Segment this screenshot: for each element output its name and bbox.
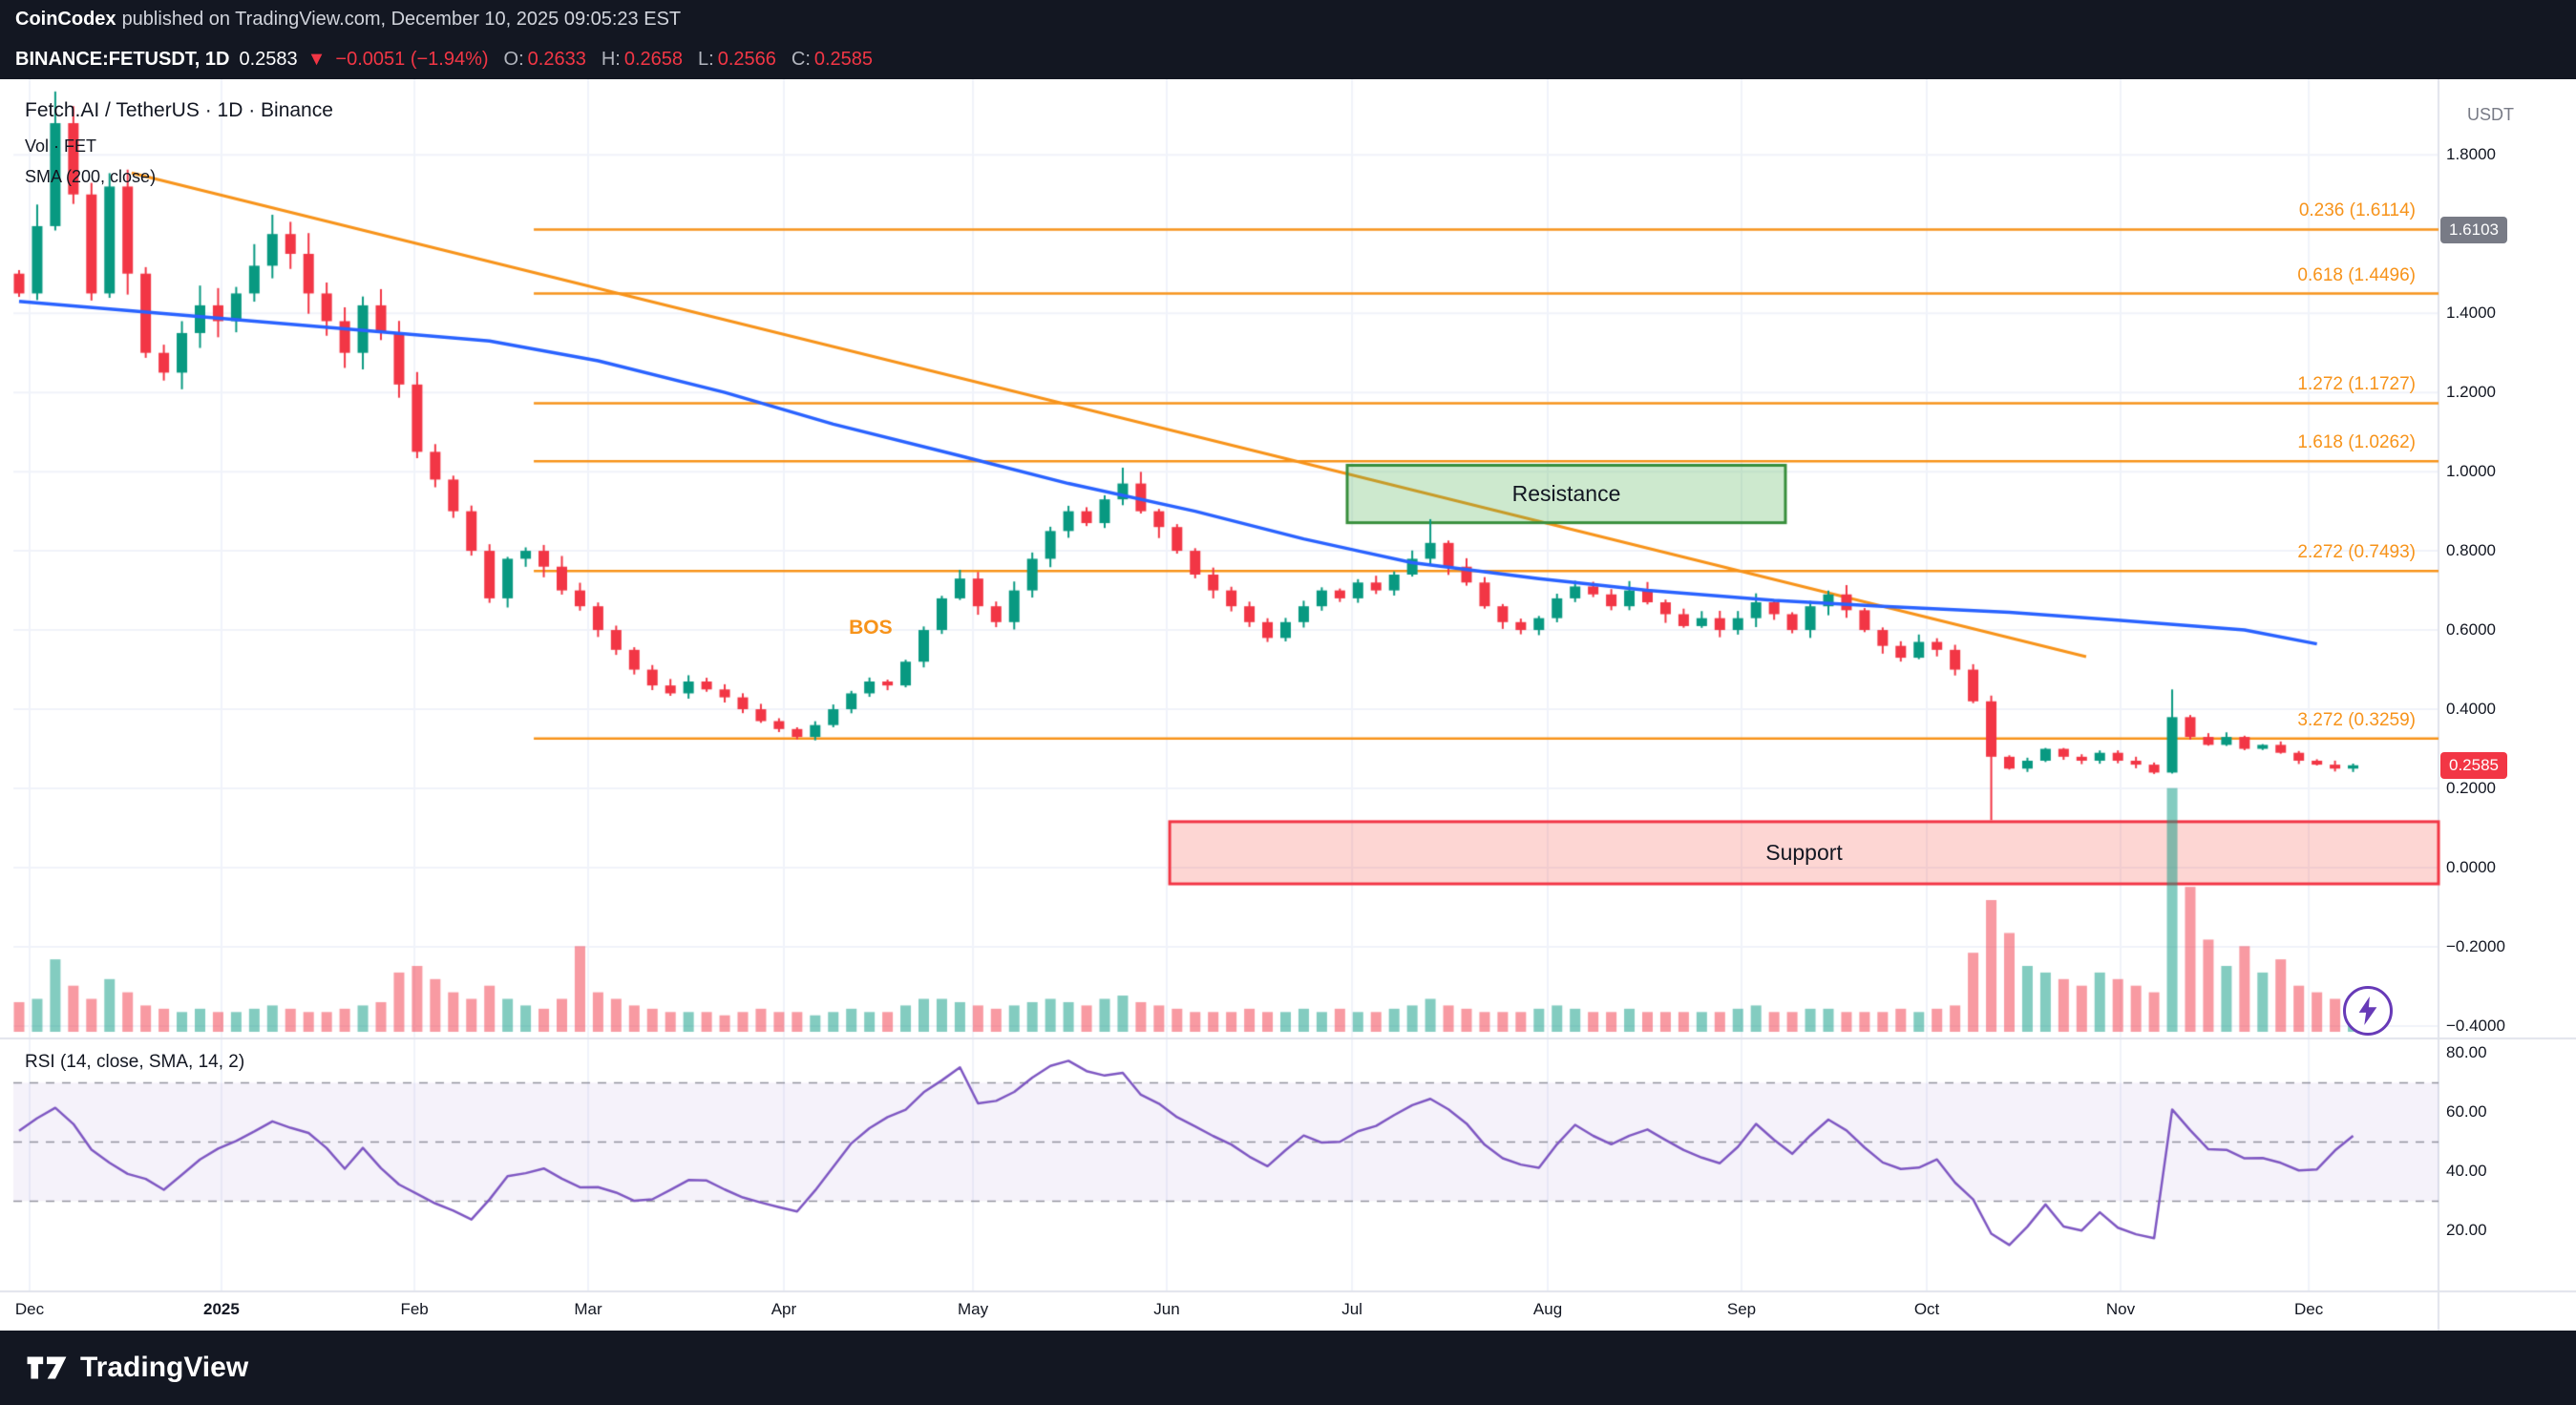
price-tick-label: 0.0000 (2446, 858, 2496, 876)
price-tick-label: 0.8000 (2446, 541, 2496, 560)
price-tick-label: 0.4000 (2446, 700, 2496, 719)
price-tick-label: −0.2000 (2446, 936, 2505, 955)
price-tick-label: 1.2000 (2446, 383, 2496, 402)
down-arrow-icon: ▼ (306, 48, 327, 70)
high-value: 0.2658 (623, 48, 684, 70)
fib-level-label: 0.618 (1.4496) (2297, 264, 2416, 285)
time-axis-label: Mar (574, 1300, 602, 1318)
price-tick-label: 1.4000 (2446, 304, 2496, 323)
boost-button[interactable] (2343, 986, 2393, 1036)
pane-legend-title: Fetch.AI / TetherUS · 1D · Binance (25, 99, 333, 121)
price-badge: 1.6103 (2440, 216, 2507, 243)
symbol-header: BINANCE:FETUSDT, 1D 0.2583 ▼ −0.0051 (−1… (0, 39, 2576, 79)
rsi-legend: RSI (14, close, SMA, 14, 2) (25, 1052, 245, 1072)
price-badge: 0.2585 (2440, 751, 2507, 779)
time-axis[interactable]: Dec 2025 Feb Mar Apr May Jun Jul Aug Sep Oct Nov Dec (0, 1291, 2576, 1331)
time-axis-label: Dec (14, 1300, 45, 1318)
fib-level-label: 2.272 (0.7493) (2297, 542, 2416, 563)
low-value: 0.2566 (717, 48, 776, 70)
last-price: 0.2583 (239, 48, 298, 70)
tradingview-mark-icon (27, 1356, 67, 1379)
time-axis-label: Feb (400, 1300, 429, 1318)
publisher-name: CoinCodex (15, 9, 116, 30)
time-axis-label: Dec (2293, 1300, 2324, 1318)
fib-level-label: 1.272 (1.1727) (2297, 374, 2416, 395)
tradingview-logo[interactable]: TradingView (25, 1351, 248, 1385)
close-value: 0.2585 (813, 48, 874, 70)
rsi-tick-label: 40.00 (2446, 1162, 2487, 1181)
price-change: −0.0051 (−1.94%) (335, 48, 489, 70)
open-value: 0.2633 (527, 48, 586, 70)
fib-level-label: 3.272 (0.3259) (2297, 709, 2416, 730)
currency-label: USDT (2467, 105, 2514, 124)
rsi-tick-label: 80.00 (2446, 1043, 2487, 1062)
symbol-name: BINANCE:FETUSDT, 1D (15, 48, 230, 70)
time-axis-label: Aug (1532, 1300, 1563, 1318)
time-axis-label: Jul (1341, 1300, 1362, 1318)
price-tick-label: 1.8000 (2446, 145, 2496, 164)
volume-legend: Vol · FET (25, 136, 97, 156)
price-tick-label: 0.6000 (2446, 620, 2496, 640)
rsi-tick-label: 20.00 (2446, 1221, 2487, 1240)
time-axis-label: 2025 (203, 1300, 240, 1318)
publish-header: CoinCodex published on TradingView.com, … (0, 0, 2576, 39)
price-tick-label: 1.0000 (2446, 462, 2496, 481)
fib-level-label: 0.236 (1.6114) (2298, 200, 2416, 221)
close-label: C: (791, 48, 811, 70)
fib-level-label: 1.618 (1.0262) (2297, 432, 2416, 453)
open-label: O: (503, 48, 524, 70)
time-axis-label: Apr (771, 1300, 797, 1318)
time-axis-label: Jun (1153, 1300, 1180, 1318)
high-label: H: (601, 48, 621, 70)
bos-label: BOS (849, 616, 893, 639)
footer-bar: TradingView (0, 1331, 2576, 1405)
publish-info: published on TradingView.com, December 1… (121, 9, 682, 30)
lightning-icon (2358, 996, 2377, 1025)
time-axis-label: May (958, 1300, 989, 1318)
sma-legend: SMA (200, close) (25, 167, 157, 186)
resistance-label: Resistance (1511, 481, 1621, 507)
time-axis-label: Oct (1913, 1300, 1940, 1318)
price-tick-label: 0.2000 (2446, 779, 2496, 798)
time-axis-label: Sep (1726, 1300, 1757, 1318)
tradingview-brand-text: TradingView (80, 1352, 249, 1383)
low-label: L: (698, 48, 714, 70)
time-axis-label: Nov (2105, 1300, 2136, 1318)
price-tick-label: −0.4000 (2446, 1016, 2505, 1035)
support-label: Support (1765, 839, 1843, 865)
rsi-tick-label: 60.00 (2446, 1102, 2487, 1122)
